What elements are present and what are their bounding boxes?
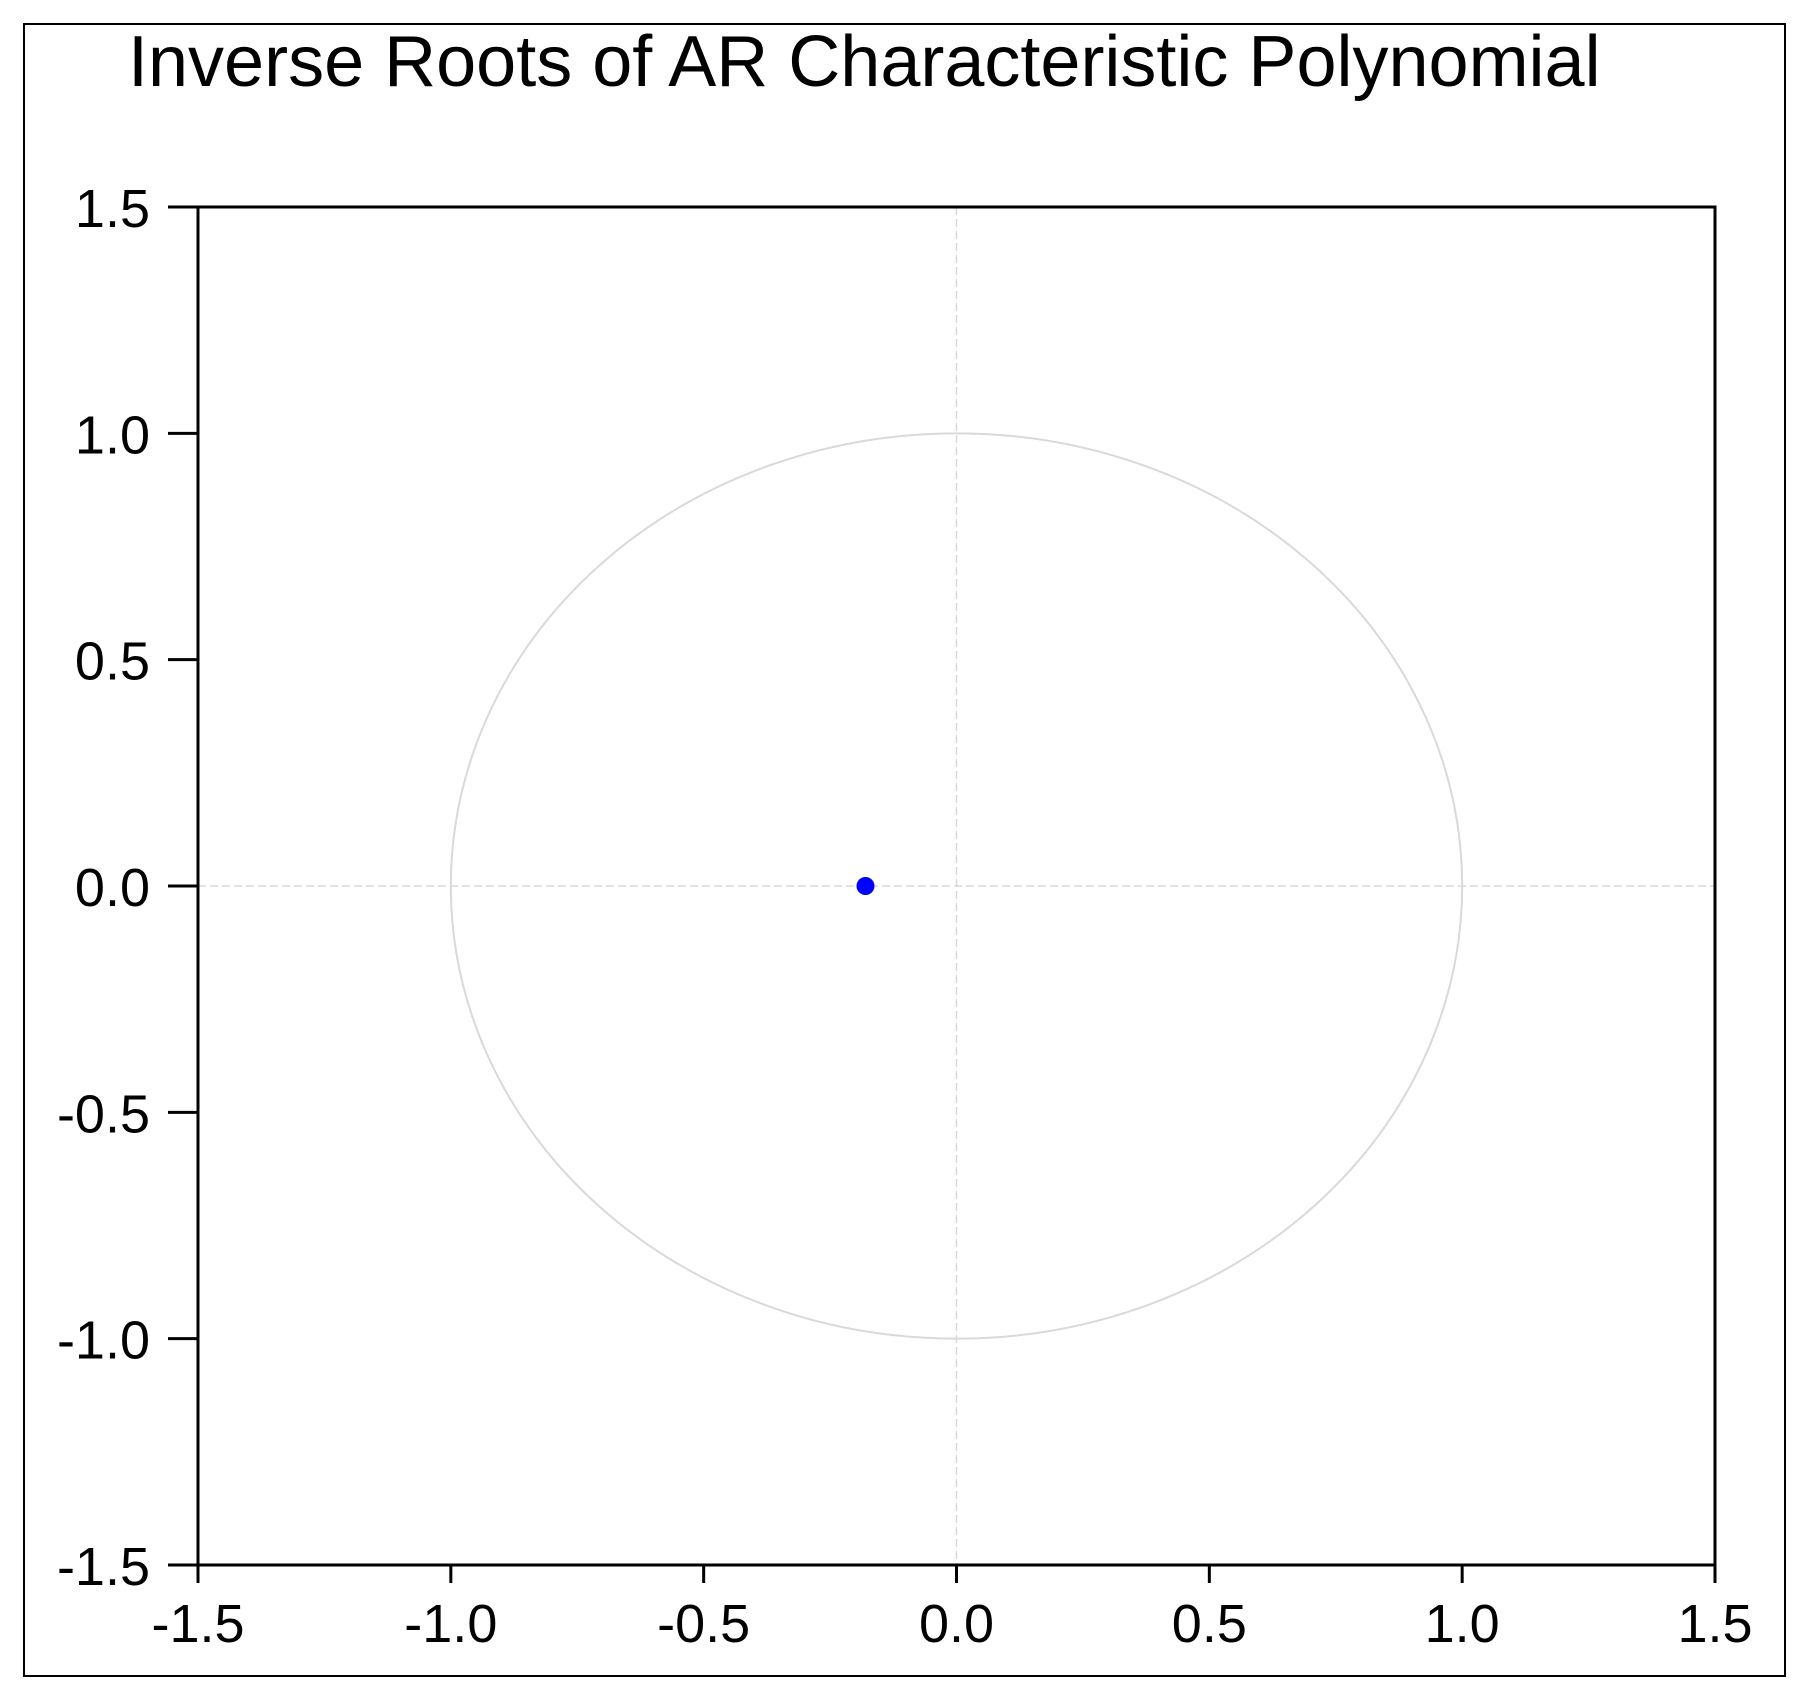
- chart-title: Inverse Roots of AR Characteristic Polyn…: [128, 22, 1601, 102]
- x-tick-label: 1.5: [1677, 1594, 1752, 1654]
- unit-circle: [449, 432, 1464, 1340]
- x-tick-label: -1.0: [404, 1594, 497, 1654]
- x-tick-label: 0.0: [919, 1594, 994, 1654]
- outer-frame: [23, 23, 1786, 1677]
- y-tick-label: -1.5: [57, 1537, 150, 1597]
- x-axis-ticks: -1.5 -1.0 -0.5 0.0 0.5 1.0 1.5: [151, 1565, 1753, 1654]
- root-points: [856, 877, 875, 895]
- x-tick-label: 1.0: [1425, 1594, 1500, 1654]
- y-tick-label: 0.0: [75, 858, 150, 918]
- x-tick-label: 0.5: [1172, 1594, 1247, 1654]
- x-tick-label: -0.5: [657, 1594, 750, 1654]
- y-tick-label: -0.5: [57, 1084, 150, 1144]
- y-tick-label: 0.5: [75, 632, 150, 692]
- y-axis-ticks: 1.5 1.0 0.5 0.0 -0.5 -1.0 -1.5: [57, 179, 198, 1597]
- inverse-root-point: [856, 877, 875, 895]
- y-tick-label: 1.0: [75, 405, 150, 465]
- x-tick-label: -1.5: [151, 1594, 244, 1654]
- y-tick-label: -1.0: [57, 1311, 150, 1371]
- y-tick-label: 1.5: [75, 179, 150, 239]
